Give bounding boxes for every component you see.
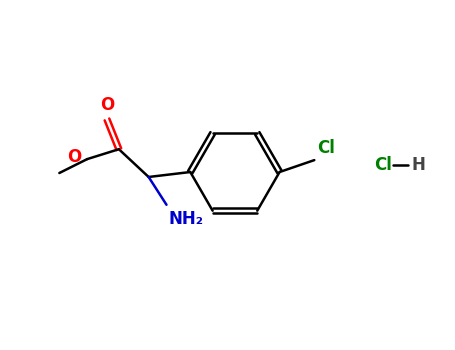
Text: H: H [411, 156, 425, 174]
Text: Cl: Cl [374, 156, 392, 174]
Text: O: O [100, 97, 114, 114]
Text: Cl: Cl [317, 139, 335, 157]
Text: NH₂: NH₂ [168, 210, 203, 228]
Text: O: O [67, 148, 81, 166]
